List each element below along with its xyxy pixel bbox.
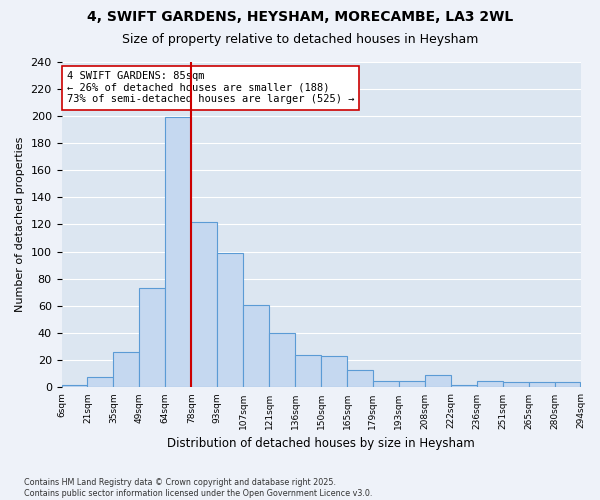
Text: Contains HM Land Registry data © Crown copyright and database right 2025.
Contai: Contains HM Land Registry data © Crown c… (24, 478, 373, 498)
Bar (295, 355, 321, 388)
Bar (399, 380, 425, 388)
Bar (425, 375, 451, 388)
Bar (139, 288, 166, 388)
Bar (373, 380, 399, 388)
Bar (217, 253, 243, 388)
Bar (347, 370, 373, 388)
Bar (451, 384, 477, 388)
Bar (321, 356, 347, 388)
X-axis label: Distribution of detached houses by size in Heysham: Distribution of detached houses by size … (167, 437, 475, 450)
Y-axis label: Number of detached properties: Number of detached properties (15, 137, 25, 312)
Bar (477, 380, 503, 388)
Text: Size of property relative to detached houses in Heysham: Size of property relative to detached ho… (122, 32, 478, 46)
Text: 4 SWIFT GARDENS: 85sqm
← 26% of detached houses are smaller (188)
73% of semi-de: 4 SWIFT GARDENS: 85sqm ← 26% of detached… (67, 72, 354, 104)
Bar (243, 304, 269, 388)
Bar (88, 376, 113, 388)
Bar (503, 382, 529, 388)
Bar (191, 222, 217, 388)
Bar (554, 382, 580, 388)
Bar (62, 384, 88, 388)
Bar (529, 382, 554, 388)
Bar (113, 352, 139, 388)
Text: 4, SWIFT GARDENS, HEYSHAM, MORECAMBE, LA3 2WL: 4, SWIFT GARDENS, HEYSHAM, MORECAMBE, LA… (87, 10, 513, 24)
Bar (269, 333, 295, 388)
Bar (166, 117, 191, 388)
